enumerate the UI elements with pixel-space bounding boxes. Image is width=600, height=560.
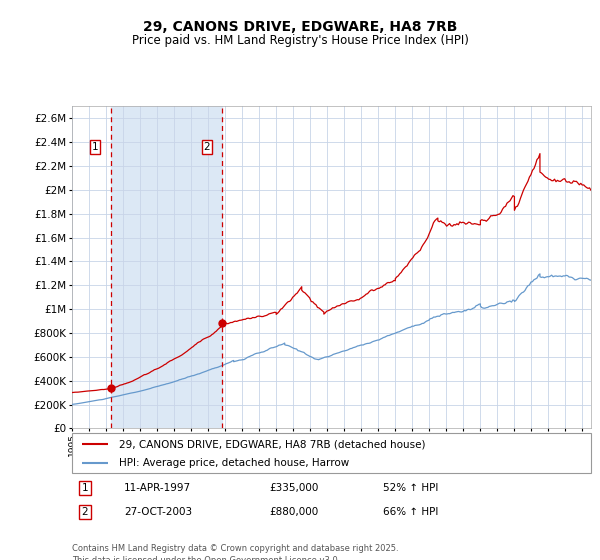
Text: 29, CANONS DRIVE, EDGWARE, HA8 7RB (detached house): 29, CANONS DRIVE, EDGWARE, HA8 7RB (deta… xyxy=(119,439,425,449)
Text: Contains HM Land Registry data © Crown copyright and database right 2025.
This d: Contains HM Land Registry data © Crown c… xyxy=(72,544,398,560)
Bar xyxy=(110,106,222,428)
Text: 2: 2 xyxy=(203,142,210,152)
Text: HPI: Average price, detached house, Harrow: HPI: Average price, detached house, Harr… xyxy=(119,458,349,468)
Text: 11-APR-1997: 11-APR-1997 xyxy=(124,483,191,493)
Text: Price paid vs. HM Land Registry's House Price Index (HPI): Price paid vs. HM Land Registry's House … xyxy=(131,34,469,46)
Text: 29, CANONS DRIVE, EDGWARE, HA8 7RB: 29, CANONS DRIVE, EDGWARE, HA8 7RB xyxy=(143,20,457,34)
Text: 1: 1 xyxy=(92,142,98,152)
Text: 52% ↑ HPI: 52% ↑ HPI xyxy=(383,483,439,493)
Text: 27-OCT-2003: 27-OCT-2003 xyxy=(124,507,192,517)
Text: £880,000: £880,000 xyxy=(269,507,319,517)
FancyBboxPatch shape xyxy=(72,433,591,473)
Text: £335,000: £335,000 xyxy=(269,483,319,493)
Text: 1: 1 xyxy=(82,483,88,493)
Text: 66% ↑ HPI: 66% ↑ HPI xyxy=(383,507,439,517)
Text: 2: 2 xyxy=(82,507,88,517)
